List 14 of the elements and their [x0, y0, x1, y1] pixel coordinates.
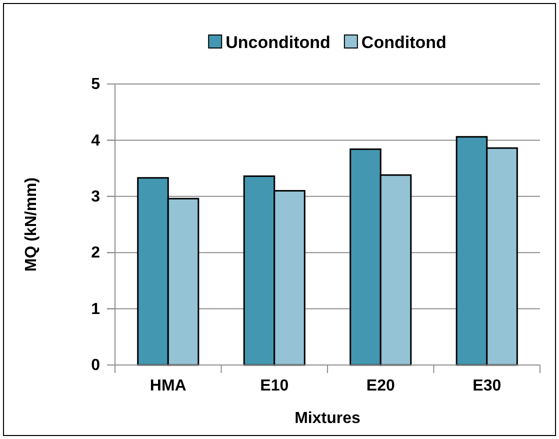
legend-label: Conditond: [361, 33, 446, 52]
y-tick-label: 5: [91, 76, 100, 94]
y-axis-title: MQ (kN/mm): [23, 177, 40, 272]
x-tick-label: HMA: [150, 377, 187, 394]
y-tick-label: 0: [91, 357, 100, 374]
y-tick-label: 4: [91, 132, 100, 150]
y-tick-label: 3: [91, 188, 100, 206]
x-tick-label: E10: [260, 377, 289, 394]
y-tick-label: 1: [91, 300, 100, 318]
x-tick-label: E20: [366, 377, 395, 394]
y-tick-label: 2: [91, 244, 100, 262]
x-tick-label: E30: [472, 377, 502, 394]
legend-label: Unconditond: [226, 33, 330, 52]
x-axis-title: Mixtures: [294, 410, 360, 427]
